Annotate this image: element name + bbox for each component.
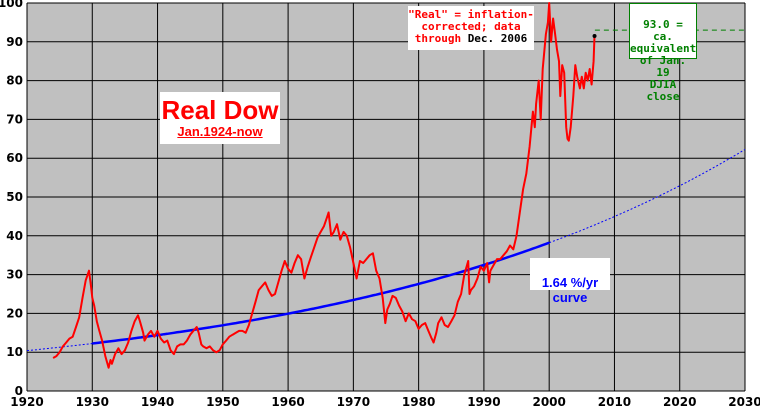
djia-reference-note: 93.0 = ca. equivalent of Jan. 19 DJIA cl… [629,3,697,103]
curve-label-box: 1.64 %/yr curve [530,258,610,305]
dow-series [52,2,597,369]
chart-title-box: Real Dow Jan.1924-now [160,92,280,144]
x-tick-label-1940: 1940 [141,395,174,409]
x-tick-label-2010: 2010 [598,395,631,409]
x-tick-label-1990: 1990 [467,395,500,409]
dow-line [52,2,596,369]
curve-dotted-early [26,343,93,352]
inflation-note: "Real" = inflation- corrected; data thro… [408,6,534,50]
y-tick-label-100: 100 [0,0,23,10]
y-tick-label-90: 90 [6,35,23,49]
x-tick-label-1920: 1920 [10,395,43,409]
y-tick-label-20: 20 [6,306,23,320]
djia-reference-label: 93.0 = ca. equivalent of Jan. 19 DJIA cl… [630,18,697,103]
x-tick-label-1960: 1960 [271,395,304,409]
y-tick-label-0: 0 [15,384,23,398]
x-tick-label-1970: 1970 [337,395,370,409]
x-tick-label-1980: 1980 [402,395,435,409]
dow-last-point [592,33,597,38]
x-tick-label-2030: 2030 [728,395,760,409]
x-tick-label-1950: 1950 [206,395,239,409]
note-line-2: corrected; data [421,20,521,33]
x-tick-label-2020: 2020 [663,395,696,409]
y-tick-label-40: 40 [6,229,23,243]
x-tick-label-1930: 1930 [76,395,109,409]
y-tick-label-60: 60 [6,151,23,165]
trend-curve [26,149,746,352]
y-tick-label-80: 80 [6,74,23,88]
note-line-1: "Real" = inflation- [408,8,534,21]
y-tick-label-50: 50 [6,190,23,204]
chart-title: Real Dow [161,95,279,125]
y-tick-label-70: 70 [6,112,23,126]
note-line-3: through [414,32,462,45]
curve-solid [92,241,550,345]
curve-label: 1.64 %/yr curve [541,275,599,305]
note-line-3-date: Dec. 2006 [467,32,528,45]
x-tick-label-2000: 2000 [532,395,565,409]
y-tick-label-30: 30 [6,268,23,282]
chart-subtitle: Jan.1924-now [177,124,263,139]
y-tick-label-10: 10 [6,345,23,359]
